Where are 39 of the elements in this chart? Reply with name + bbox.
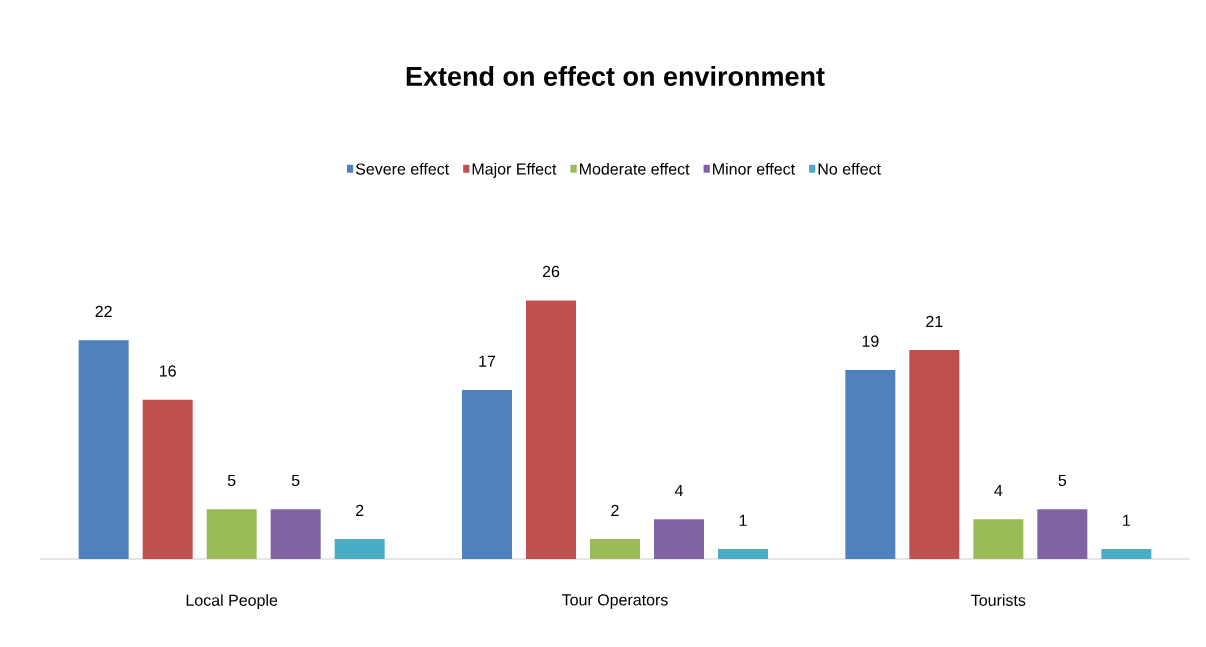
bar <box>1101 549 1152 559</box>
data-label: 16 <box>159 365 176 377</box>
bar <box>590 539 640 559</box>
data-label: 2 <box>611 504 619 516</box>
bar <box>142 399 193 559</box>
legend-label: Minor effect <box>713 162 795 175</box>
data-label: 22 <box>95 305 112 317</box>
data-label: 4 <box>674 485 683 497</box>
data-label: 21 <box>926 315 943 327</box>
data-label: 1 <box>739 514 747 526</box>
data-label: 19 <box>862 335 879 347</box>
legend-label: Severe effect <box>355 162 450 175</box>
bar <box>973 519 1024 559</box>
data-label: 5 <box>291 474 300 487</box>
data-label: 4 <box>994 485 1003 497</box>
bar <box>334 539 385 559</box>
bar <box>526 300 576 559</box>
data-label: 17 <box>479 355 496 367</box>
bar <box>270 509 321 559</box>
data-label: 2 <box>356 504 364 516</box>
data-label: 5 <box>1058 474 1067 487</box>
bar <box>654 519 704 559</box>
bar <box>462 389 512 559</box>
data-label: 1 <box>1123 514 1131 526</box>
chart-title: Extend on effect on environment <box>406 66 825 86</box>
bar <box>909 350 960 559</box>
x-tick-label: Tourists <box>971 594 1026 606</box>
legend-label: Major Effect <box>472 162 557 178</box>
x-tick-label: Local People <box>186 594 278 610</box>
bar <box>718 549 768 559</box>
bar <box>206 509 257 559</box>
x-tick-label: Tour Operators <box>562 594 668 609</box>
data-label: 5 <box>227 474 236 487</box>
legend-label: No effect <box>818 162 881 175</box>
bar <box>1037 509 1088 559</box>
bar <box>78 340 129 559</box>
legend-label: Moderate effect <box>579 162 690 175</box>
data-label: 26 <box>542 265 560 278</box>
bar <box>845 370 896 559</box>
